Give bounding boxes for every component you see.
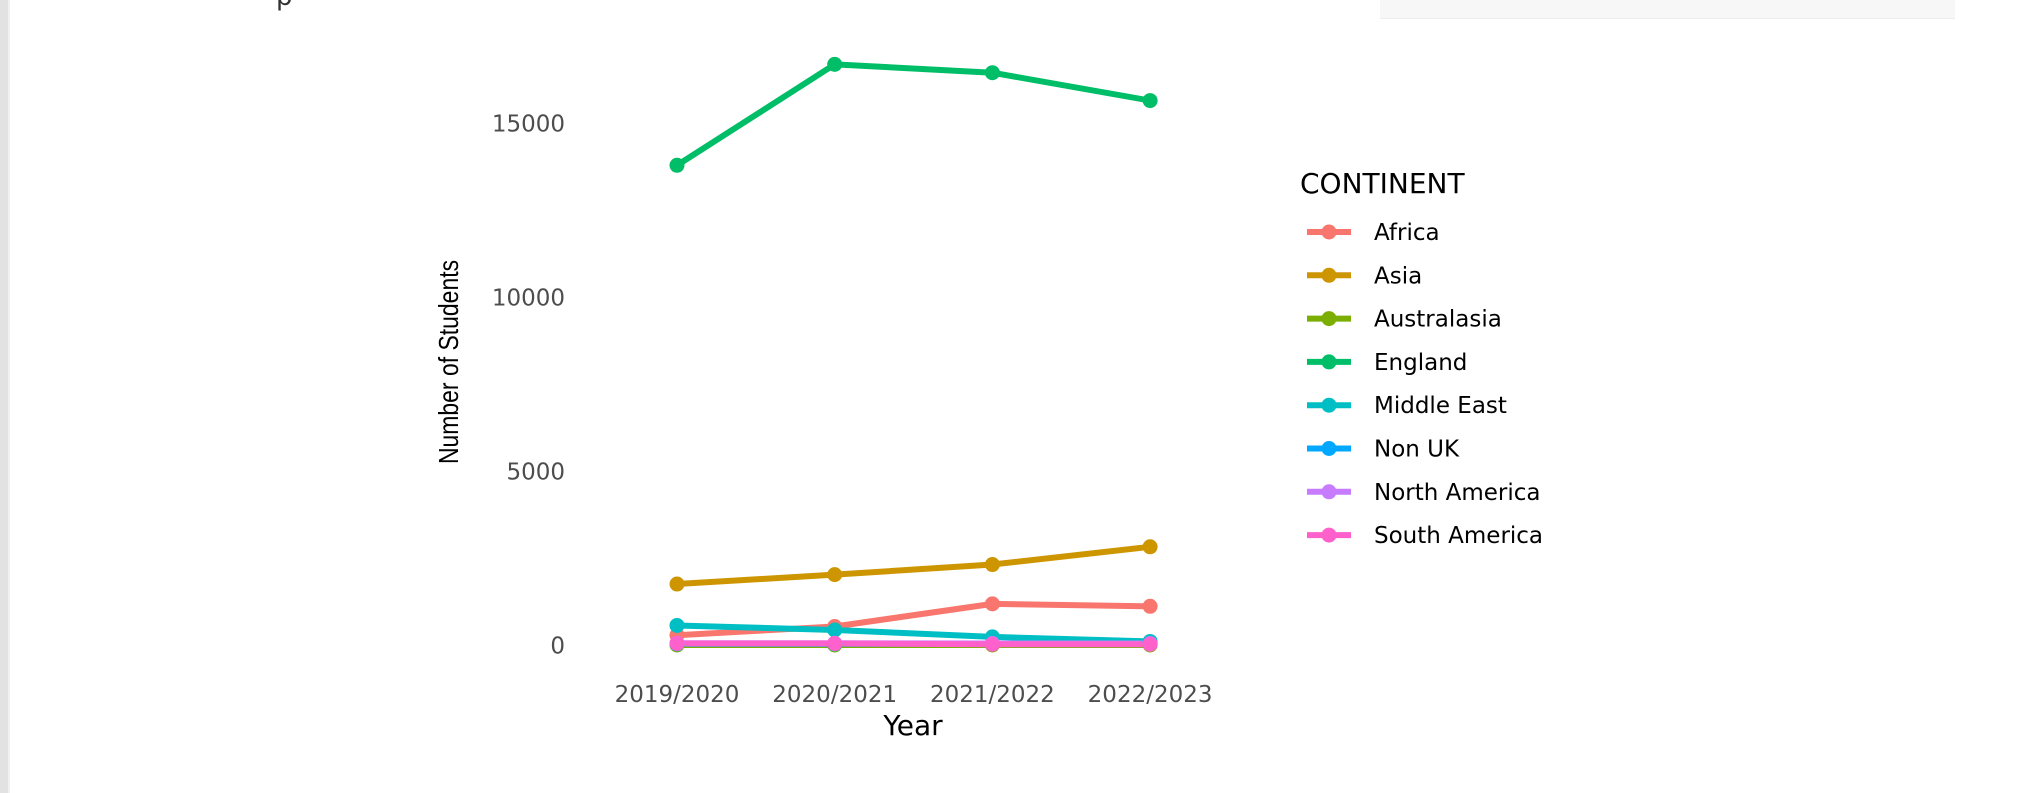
top-right-panel xyxy=(1380,0,1955,19)
data-point-england xyxy=(984,65,1000,81)
legend-item-england: England xyxy=(1307,350,1467,376)
data-point-middle-east xyxy=(669,617,685,633)
data-point-south-america xyxy=(827,636,843,652)
cut-off-glyph: p xyxy=(276,0,293,12)
legend-label: Non UK xyxy=(1374,437,1460,463)
window-left-edge-highlight xyxy=(8,0,10,793)
series-line-middle-east xyxy=(674,622,1154,645)
data-point-asia xyxy=(669,576,685,592)
data-point-south-america xyxy=(1142,636,1158,652)
x-axis-title: Year xyxy=(882,709,943,742)
data-point-asia xyxy=(984,557,1000,573)
series-line-south-america xyxy=(674,640,1154,648)
y-tick-label: 10000 xyxy=(492,286,565,312)
data-point-england xyxy=(827,56,843,72)
legend-item-middle-east: Middle East xyxy=(1307,393,1507,419)
window-left-edge xyxy=(0,0,8,793)
legend-item-asia: Asia xyxy=(1307,263,1422,289)
x-axis-ticks: 2019/2020 2020/2021 2021/2022 2022/2023 xyxy=(615,682,1213,708)
legend-label: Asia xyxy=(1374,263,1422,289)
x-tick-label: 2020/2021 xyxy=(772,682,897,708)
legend-key-point xyxy=(1321,484,1337,500)
legend-item-non-uk: Non UK xyxy=(1307,437,1460,463)
data-point-africa xyxy=(1142,598,1158,614)
legend-key-point xyxy=(1321,441,1337,456)
legend-key-point xyxy=(1321,311,1337,327)
legend: CONTINENT Africa Asia Australasia England Mi… xyxy=(1300,167,1543,549)
y-tick-label: 5000 xyxy=(506,460,565,486)
data-point-south-america xyxy=(984,636,1000,652)
legend-key-point xyxy=(1321,354,1337,370)
series-points xyxy=(669,56,1158,653)
legend-item-australasia: Australasia xyxy=(1307,307,1502,333)
y-tick-label: 0 xyxy=(550,634,565,660)
legend-key-point xyxy=(1321,527,1337,543)
legend-label: Africa xyxy=(1374,220,1440,246)
legend-item-africa: Africa xyxy=(1307,220,1440,246)
data-point-england xyxy=(1142,93,1158,109)
data-point-south-america xyxy=(669,636,685,652)
y-axis-ticks: 0 5000 10000 15000 xyxy=(492,112,565,660)
x-tick-label: 2021/2022 xyxy=(930,682,1055,708)
x-tick-label: 2022/2023 xyxy=(1088,682,1213,708)
y-tick-label: 15000 xyxy=(492,112,565,138)
y-axis-title: Number of Students xyxy=(434,260,465,464)
legend-item-south-america: South America xyxy=(1307,523,1543,549)
data-point-middle-east xyxy=(827,622,843,638)
legend-title: CONTINENT xyxy=(1300,167,1465,200)
legend-label: England xyxy=(1374,350,1467,376)
legend-key-point xyxy=(1321,267,1337,283)
data-point-asia xyxy=(827,567,843,583)
data-point-africa xyxy=(984,596,1000,612)
series-line-asia xyxy=(674,543,1154,588)
legend-label: North America xyxy=(1374,480,1541,506)
series-lines xyxy=(674,61,1154,648)
legend-label: Middle East xyxy=(1374,393,1507,419)
data-point-england xyxy=(669,157,685,173)
series-line-england xyxy=(674,61,1154,169)
legend-key-point xyxy=(1321,397,1337,413)
series-line-africa xyxy=(674,600,1154,639)
legend-label: Australasia xyxy=(1374,307,1502,333)
legend-key-point xyxy=(1321,224,1337,240)
legend-items: Africa Asia Australasia England Middle East N… xyxy=(1307,220,1543,549)
legend-item-north-america: North America xyxy=(1307,480,1541,506)
data-point-asia xyxy=(1142,539,1158,555)
legend-label: South America xyxy=(1374,523,1543,549)
x-tick-label: 2019/2020 xyxy=(615,682,740,708)
